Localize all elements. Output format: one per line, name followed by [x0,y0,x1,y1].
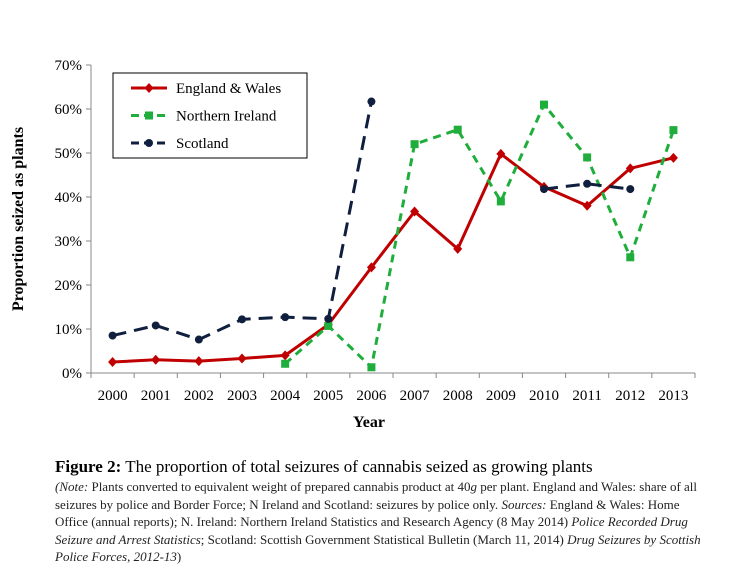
circle-marker [324,314,333,323]
square-marker [626,253,635,262]
x-axis-label: Year [353,414,385,431]
series-northern-ireland [281,100,678,372]
square-marker [367,363,376,372]
note-label: (Note: [55,479,89,494]
y-tick-label: 30% [55,234,83,250]
x-tick-label: 2005 [313,388,343,404]
legend-label: England & Wales [176,81,281,97]
circle-marker [367,97,376,106]
diamond-marker [237,353,247,364]
legend-label: Northern Ireland [176,109,277,125]
legend-label: Scotland [176,136,229,152]
square-marker [145,111,153,120]
legend: England & Wales Northern Ireland Scotland [112,72,308,159]
circle-marker [540,185,548,194]
circle-marker [583,179,592,188]
sources-title-2: Drug Seizures by Scottish Police Forces,… [55,531,701,565]
diamond-marker [582,200,592,211]
x-tick-label: 2007 [400,388,431,404]
x-tick-label: 2009 [486,388,516,404]
x-tick-label: 2006 [356,388,387,404]
square-marker [281,359,290,368]
y-tick-label: 50% [55,146,83,162]
circle-marker [194,335,203,344]
diamond-marker [410,206,420,217]
x-tick-label: 2001 [141,388,171,404]
sources-label: Sources: [501,496,547,512]
y-tick-label: 70% [55,58,83,74]
axes: 0% 10% 20% 30% 40% 50% 60% 70% 2000 2001 2002 2003 2… [55,58,696,404]
diamond-marker [144,83,154,93]
x-tick-label: 2003 [227,388,257,404]
line-chart: 0% 10% 20% 30% 40% 50% 60% 70% 2000 2001 2002 2003 2… [10,58,696,431]
y-tick-label: 20% [55,278,83,294]
x-tick-label: 2010 [529,388,559,404]
diamond-marker [151,354,161,365]
y-tick-label: 10% [55,322,83,338]
series-line [543,182,631,191]
series-layer [108,97,678,372]
square-marker [583,153,592,162]
caption-title: The proportion of total seizures of cann… [125,457,593,476]
note-text-1: Plants converted to equivalent weight of… [91,479,471,494]
square-marker [496,197,505,206]
diamond-marker [194,356,204,367]
sources-text-1: England & Wales: Home Office (annual rep… [55,496,680,530]
sources-title-1: Police Recorded Drug Seizure and Arrest … [55,514,688,547]
x-tick-label: 2002 [184,388,214,404]
x-tick-label: 2012 [615,388,645,404]
square-marker [540,100,548,109]
y-tick-label: 40% [55,190,83,206]
circle-marker [108,331,117,340]
circle-marker [238,315,246,324]
y-tick-label: 0% [62,366,82,382]
circle-marker [626,185,635,194]
diamond-marker [625,163,635,174]
y-tick-label: 60% [55,102,83,118]
x-tick-label: 2013 [658,388,688,404]
circle-marker [145,139,153,147]
diamond-marker [108,357,118,367]
series-line [112,152,674,364]
x-tick-label: 2004 [270,388,301,404]
x-tick-label: 2008 [443,388,473,404]
x-tick-label: 2011 [572,388,601,404]
circle-marker [281,313,290,322]
x-tick-label: 2000 [98,388,128,404]
series-england-wales [108,148,678,367]
series-line [284,103,675,369]
figure-caption: Figure 2: The proportion of total seizur… [55,456,715,566]
square-marker [453,125,462,134]
diamond-marker [496,148,506,159]
sources-text-2: ; Scotland: Scottish Government Statisti… [200,531,564,547]
caption-label: Figure 2: [55,457,122,476]
y-axis-label: Proportion seized as plants [10,127,27,311]
caption-close: ) [176,549,182,564]
series-scotland [108,97,635,344]
note-unit: g [470,479,478,494]
square-marker [669,126,678,135]
diamond-marker [668,152,678,163]
diamond-marker [453,243,463,254]
square-marker [324,321,333,330]
diamond-marker [366,262,376,273]
diamond-marker [280,350,290,361]
circle-marker [151,321,160,330]
note-text-2: per plant. England and Wales: share of a… [55,479,698,512]
square-marker [410,140,419,149]
